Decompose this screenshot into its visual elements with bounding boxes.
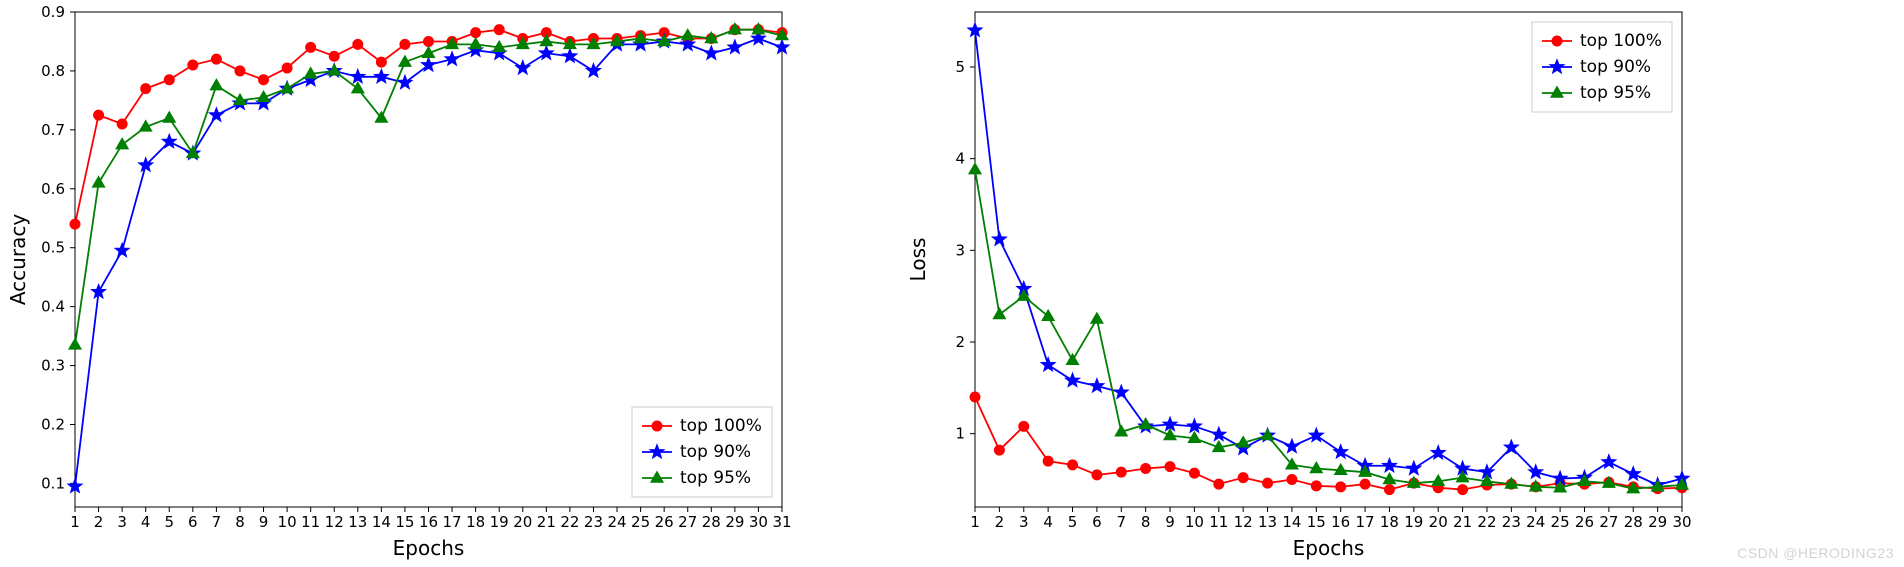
legend: top 100% top 90% top 95% — [1532, 22, 1672, 112]
xtick-label: 30 — [749, 513, 768, 531]
legend: top 100% top 90% top 95% — [632, 407, 772, 497]
ytick-label: 0.8 — [41, 62, 65, 80]
xtick-label: 6 — [1092, 513, 1102, 531]
xtick-label: 17 — [443, 513, 462, 531]
ytick-label: 0.3 — [41, 357, 65, 375]
xtick-label: 11 — [301, 513, 320, 531]
xtick-label: 20 — [1429, 513, 1448, 531]
xtick-label: 3 — [117, 513, 127, 531]
ytick-label: 1 — [955, 425, 965, 443]
xtick-label: 18 — [466, 513, 485, 531]
xtick-label: 13 — [348, 513, 367, 531]
xtick-label: 10 — [278, 513, 297, 531]
ytick-label: 0.5 — [41, 239, 65, 257]
series-top95 — [69, 23, 788, 349]
xtick-label: 14 — [372, 513, 391, 531]
xtick-label: 16 — [419, 513, 438, 531]
xtick-label: 9 — [1165, 513, 1175, 531]
xtick-label: 31 — [772, 513, 791, 531]
ytick-label: 3 — [955, 241, 965, 259]
loss-svg: 1234567891011121314151617181920212223242… — [900, 0, 1700, 567]
xtick-label: 9 — [259, 513, 269, 531]
xtick-label: 23 — [584, 513, 603, 531]
xtick-label: 4 — [1043, 513, 1053, 531]
xtick-label: 29 — [725, 513, 744, 531]
legend-label: top 95% — [1580, 83, 1651, 103]
accuracy-svg: 1234567891011121314151617181920212223242… — [0, 0, 800, 567]
xtick-label: 28 — [1624, 513, 1643, 531]
xtick-label: 15 — [395, 513, 414, 531]
ylabel: Accuracy — [6, 214, 30, 305]
xtick-label: 22 — [560, 513, 579, 531]
xlabel: Epochs — [393, 536, 465, 560]
ytick-label: 0.6 — [41, 180, 65, 198]
xtick-label: 8 — [235, 513, 245, 531]
xtick-label: 27 — [678, 513, 697, 531]
xtick-label: 3 — [1019, 513, 1029, 531]
xtick-label: 22 — [1477, 513, 1496, 531]
legend-label: top 100% — [1580, 31, 1662, 51]
xtick-label: 6 — [188, 513, 198, 531]
legend-label: top 100% — [680, 416, 762, 436]
xtick-label: 20 — [513, 513, 532, 531]
xtick-label: 29 — [1648, 513, 1667, 531]
figure-container: 1234567891011121314151617181920212223242… — [0, 0, 1904, 567]
xtick-label: 30 — [1672, 513, 1691, 531]
xtick-label: 26 — [655, 513, 674, 531]
xtick-label: 12 — [325, 513, 344, 531]
xtick-label: 13 — [1258, 513, 1277, 531]
xtick-label: 16 — [1331, 513, 1350, 531]
xtick-label: 17 — [1356, 513, 1375, 531]
ytick-label: 0.1 — [41, 474, 65, 492]
xtick-label: 2 — [94, 513, 104, 531]
legend-label: top 90% — [1580, 57, 1651, 77]
xlabel: Epochs — [1293, 536, 1365, 560]
xtick-label: 8 — [1141, 513, 1151, 531]
xtick-label: 19 — [490, 513, 509, 531]
xtick-label: 25 — [631, 513, 650, 531]
xtick-label: 4 — [141, 513, 151, 531]
xtick-label: 12 — [1234, 513, 1253, 531]
ytick-label: 0.4 — [41, 298, 65, 316]
loss-chart: 1234567891011121314151617181920212223242… — [900, 0, 1700, 567]
xtick-label: 23 — [1502, 513, 1521, 531]
ytick-label: 5 — [955, 58, 965, 76]
xtick-label: 7 — [1117, 513, 1127, 531]
ytick-label: 2 — [955, 333, 965, 351]
xtick-label: 10 — [1185, 513, 1204, 531]
legend-label: top 95% — [680, 468, 751, 488]
xtick-label: 11 — [1209, 513, 1228, 531]
ytick-label: 0.7 — [41, 121, 65, 139]
xtick-label: 1 — [970, 513, 980, 531]
xtick-label: 24 — [1526, 513, 1545, 531]
xtick-label: 2 — [995, 513, 1005, 531]
xtick-label: 25 — [1551, 513, 1570, 531]
xtick-label: 14 — [1282, 513, 1301, 531]
legend-label: top 90% — [680, 442, 751, 462]
xtick-label: 19 — [1404, 513, 1423, 531]
xtick-label: 18 — [1380, 513, 1399, 531]
accuracy-chart: 1234567891011121314151617181920212223242… — [0, 0, 800, 567]
xtick-label: 5 — [1068, 513, 1078, 531]
xtick-label: 21 — [1453, 513, 1472, 531]
ytick-label: 4 — [955, 150, 965, 168]
xtick-label: 26 — [1575, 513, 1594, 531]
xtick-label: 21 — [537, 513, 556, 531]
xtick-label: 15 — [1307, 513, 1326, 531]
xtick-label: 1 — [70, 513, 80, 531]
xtick-label: 7 — [212, 513, 222, 531]
xtick-label: 28 — [702, 513, 721, 531]
xtick-label: 5 — [164, 513, 174, 531]
ytick-label: 0.2 — [41, 416, 65, 434]
ytick-label: 0.9 — [41, 3, 65, 21]
xtick-label: 27 — [1599, 513, 1618, 531]
watermark-text: CSDN @HERODING23 — [1737, 545, 1894, 561]
ylabel: Loss — [906, 238, 930, 282]
xtick-label: 24 — [607, 513, 626, 531]
